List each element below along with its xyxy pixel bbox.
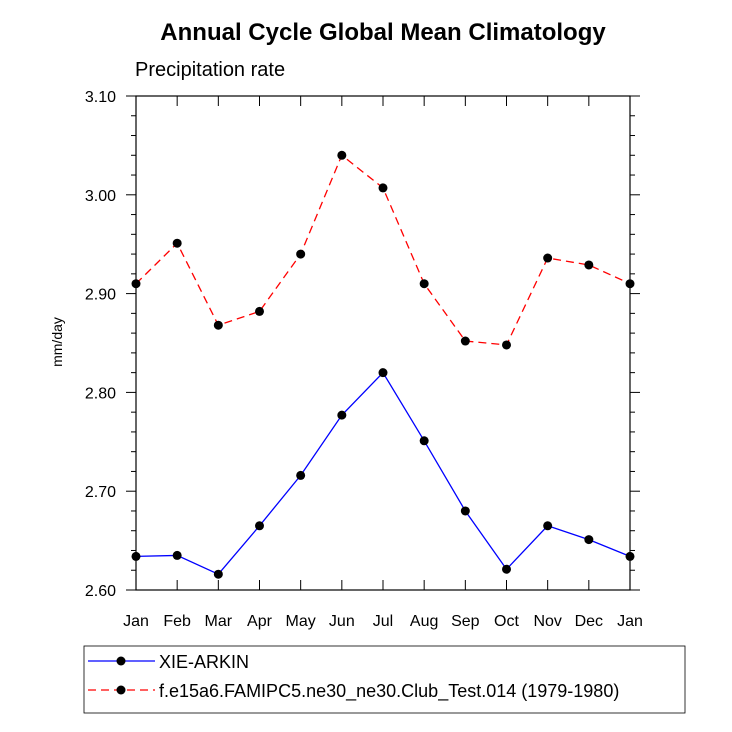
legend-marker [116,685,126,695]
x-tick-label: Jan [617,613,643,630]
x-tick-label: Oct [494,613,519,630]
x-tick-label: Aug [410,613,438,630]
data-point [502,564,511,574]
y-tick-label: 2.90 [85,287,116,304]
data-point [460,336,470,346]
data-point [378,183,388,193]
data-point [255,306,264,316]
x-tick-label: Nov [533,613,561,630]
data-point [172,238,182,248]
data-point [378,368,388,378]
x-tick-label: Jan [123,613,149,630]
data-point [296,249,306,259]
series-layer [131,150,635,579]
data-point [625,551,635,561]
data-point [213,320,223,330]
x-tick-label: Apr [247,613,273,630]
y-tick-label: 2.60 [85,583,116,600]
data-point [584,535,594,545]
x-tick-label: May [286,613,316,630]
data-point [337,150,347,160]
chart-subtitle: Precipitation rate [135,59,285,81]
data-point [502,340,511,350]
data-point [172,550,182,560]
legend-marker [116,656,126,666]
chart-title: Annual Cycle Global Mean Climatology [160,19,606,46]
y-tick-label: 2.80 [85,385,116,402]
data-point [337,410,347,420]
data-point [296,470,306,480]
data-point [543,521,553,531]
data-point [419,279,429,289]
x-tick-label: Mar [205,613,233,630]
legend-label: f.e15a6.FAMIPC5.ne30_ne30.Club_Test.014 … [159,681,619,702]
x-tick-label: Jul [373,613,393,630]
data-point [255,521,264,531]
data-point [131,279,141,289]
y-tick-label: 3.00 [85,188,116,205]
data-point [460,506,470,516]
series-line [135,371,631,575]
y-tick-label: 3.10 [85,89,116,106]
data-point [584,260,594,270]
x-tick-label: Dec [575,613,603,630]
legend-label: XIE-ARKIN [159,652,249,672]
data-point [419,436,429,446]
data-point [131,551,141,561]
legend-box [83,645,686,714]
plot-frame [135,95,631,591]
tick-labels: Jan Feb Mar Apr May Jun Jul Aug Sep Oct Nov Dec Jan 2… [85,89,643,630]
y-tick-label: 2.70 [85,484,116,501]
x-tick-label: Sep [451,613,480,630]
data-point [625,279,635,289]
y-axis-label: mm/day [49,317,65,367]
axis-ticks [126,95,640,591]
x-tick-label: Jun [329,613,355,630]
data-point [213,569,223,579]
data-point [543,253,553,263]
x-tick-label: Feb [163,613,191,630]
legend: XIE-ARKIN f.e15a6.FAMIPC5.ne30_ne30.Club_… [88,652,619,702]
